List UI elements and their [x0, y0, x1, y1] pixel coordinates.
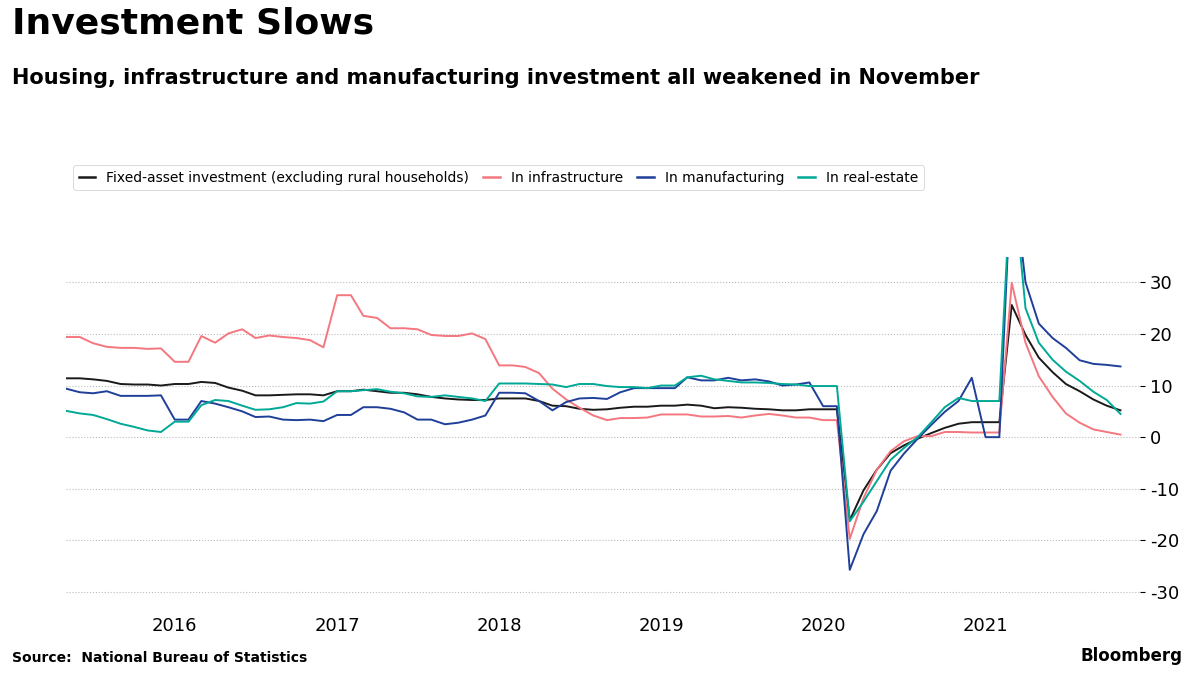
Text: Bloomberg: Bloomberg	[1080, 647, 1182, 665]
Text: Housing, infrastructure and manufacturing investment all weakened in November: Housing, infrastructure and manufacturin…	[12, 68, 979, 88]
Legend: Fixed-asset investment (excluding rural households), In infrastructure, In manuf: Fixed-asset investment (excluding rural …	[73, 165, 924, 190]
Text: Source:  National Bureau of Statistics: Source: National Bureau of Statistics	[12, 651, 307, 665]
Text: Investment Slows: Investment Slows	[12, 7, 374, 40]
